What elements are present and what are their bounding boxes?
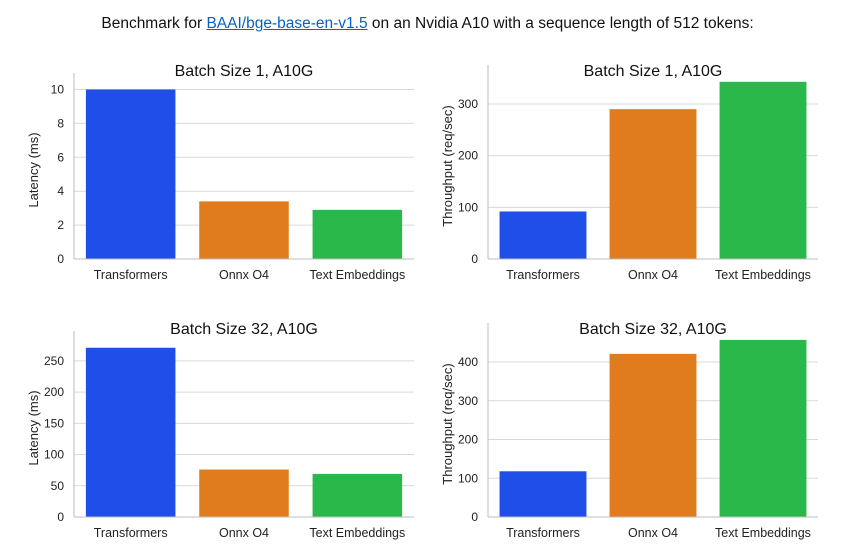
y-tick-label: 8 <box>57 116 64 130</box>
x-category-label: Transformers <box>94 268 168 282</box>
bar-2 <box>609 353 697 517</box>
chart-latency-batch-1: Batch Size 1, A10G 0 2 4 6 8 10 Transformers Onn… <box>26 63 414 282</box>
bar-3 <box>312 209 403 259</box>
bar-1 <box>499 211 587 259</box>
bar-1 <box>85 347 176 517</box>
y-tick-label: 0 <box>471 510 478 524</box>
chart-title: Batch Size 1, A10G <box>584 63 723 80</box>
y-tick-label: 50 <box>51 479 65 493</box>
x-category-label: Text Embeddings <box>715 268 811 282</box>
bar-3 <box>312 473 403 517</box>
x-category-label: Text Embeddings <box>309 526 405 540</box>
y-axis-title: Latency (ms) <box>26 132 41 207</box>
y-tick-label: 0 <box>57 510 64 524</box>
x-category-label: Transformers <box>506 268 580 282</box>
bar-3 <box>719 339 807 517</box>
y-axis-title: Throughput (req/sec) <box>440 105 455 226</box>
benchmark-heading: Benchmark for BAAI/bge-base-en-v1.5 on a… <box>0 15 855 33</box>
heading-prefix: Benchmark for <box>101 15 207 32</box>
y-tick-label: 200 <box>458 149 478 163</box>
y-tick-label: 4 <box>57 184 64 198</box>
model-link[interactable]: BAAI/bge-base-en-v1.5 <box>206 15 368 32</box>
x-category-label: Text Embeddings <box>309 268 405 282</box>
x-category-label: Onnx O4 <box>219 268 269 282</box>
y-tick-label: 2 <box>57 218 64 232</box>
x-category-label: Transformers <box>506 526 580 540</box>
x-category-label: Transformers <box>94 526 168 540</box>
y-tick-label: 100 <box>458 471 478 485</box>
bar-2 <box>199 469 289 517</box>
heading-suffix: on an Nvidia A10 with a sequence length … <box>367 15 754 32</box>
x-category-label: Onnx O4 <box>219 526 269 540</box>
x-category-label: Text Embeddings <box>715 526 811 540</box>
y-tick-label: 0 <box>471 252 478 266</box>
y-tick-label: 150 <box>44 416 64 430</box>
chart-throughput-batch-1: Batch Size 1, A10G 0 100 200 300 Transformers… <box>440 63 818 282</box>
bar-2 <box>609 109 697 259</box>
y-tick-label: 6 <box>57 150 64 164</box>
y-tick-label: 200 <box>44 385 64 399</box>
y-axis-title: Throughput (req/sec) <box>440 363 455 484</box>
x-category-label: Onnx O4 <box>628 526 678 540</box>
chart-latency-batch-32: Batch Size 32, A10G 0 50 100 150 200 250 Transf… <box>26 321 414 540</box>
x-category-label: Onnx O4 <box>628 268 678 282</box>
y-tick-label: 250 <box>44 354 64 368</box>
y-tick-label: 0 <box>57 252 64 266</box>
y-tick-label: 100 <box>44 448 64 462</box>
bar-1 <box>499 471 587 517</box>
chart-title: Batch Size 32, A10G <box>170 321 318 338</box>
y-tick-label: 300 <box>458 394 478 408</box>
y-axis-title: Latency (ms) <box>26 390 41 465</box>
chart-throughput-batch-32: Batch Size 32, A10G 0 100 200 300 400 Transfor… <box>440 321 818 540</box>
chart-title: Batch Size 32, A10G <box>579 321 727 338</box>
chart-title: Batch Size 1, A10G <box>175 63 314 80</box>
y-tick-label: 10 <box>51 82 65 96</box>
y-tick-label: 300 <box>458 97 478 111</box>
y-tick-label: 200 <box>458 433 478 447</box>
bar-1 <box>85 89 176 259</box>
y-tick-label: 100 <box>458 200 478 214</box>
bar-2 <box>199 201 289 259</box>
bar-3 <box>719 81 807 260</box>
y-tick-label: 400 <box>458 355 478 369</box>
